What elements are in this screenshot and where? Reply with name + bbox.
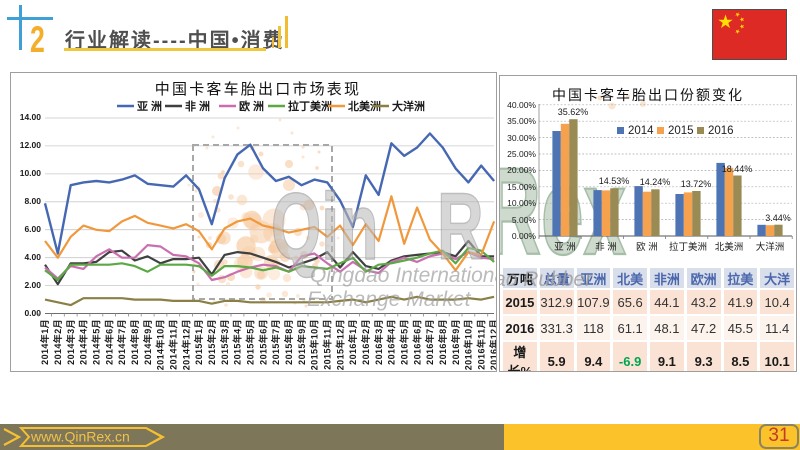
svg-text:2015年3月: 2015年3月 (219, 319, 230, 365)
svg-text:10.00%: 10.00% (507, 198, 536, 208)
svg-text:Qin: Qin (271, 174, 379, 280)
svg-text:15.00%: 15.00% (507, 182, 536, 192)
svg-text:2014年11月: 2014年11月 (168, 319, 179, 370)
svg-text:2.00: 2.00 (24, 280, 41, 290)
svg-text:亚 洲: 亚 洲 (554, 242, 576, 253)
svg-text:2016年12月: 2016年12月 (488, 319, 496, 370)
svg-text:欧 洲: 欧 洲 (239, 99, 264, 113)
svg-text:2015年9月: 2015年9月 (296, 319, 307, 365)
svg-text:2016年4月: 2016年4月 (386, 319, 397, 365)
svg-text:0.00%: 0.00% (512, 231, 537, 241)
svg-text:10.00: 10.00 (20, 168, 42, 178)
svg-text:2016年8月: 2016年8月 (437, 319, 448, 365)
svg-text:Qingdao Internationa: Qingdao Internationa (310, 264, 496, 287)
svg-text:中国卡客车胎出口市场表现: 中国卡客车胎出口市场表现 (155, 81, 361, 98)
svg-text:2014年9月: 2014年9月 (142, 319, 153, 365)
svg-text:14.53%: 14.53% (599, 176, 630, 186)
svg-text:Exchange Market: Exchange Market (307, 288, 472, 311)
svg-text:40.00%: 40.00% (507, 100, 536, 110)
svg-text:2015年1月: 2015年1月 (193, 319, 204, 365)
svg-text:2015年7月: 2015年7月 (270, 319, 281, 365)
svg-text:大洋洲: 大洋洲 (392, 99, 425, 113)
svg-text:www.QinRex.cn: www.QinRex.cn (30, 429, 130, 445)
svg-text:2015年12月: 2015年12月 (334, 319, 345, 370)
svg-text:2016年3月: 2016年3月 (373, 319, 384, 365)
svg-text:亚 洲: 亚 洲 (137, 100, 162, 113)
svg-text:北美洲: 北美洲 (715, 241, 744, 253)
svg-text:12.00: 12.00 (20, 140, 42, 150)
svg-text:非 洲: 非 洲 (595, 241, 617, 253)
svg-text:0.00: 0.00 (24, 308, 41, 318)
svg-text:2016年1月: 2016年1月 (347, 319, 358, 365)
svg-text:北美洲: 北美洲 (348, 99, 381, 113)
svg-text:6.00: 6.00 (24, 224, 41, 234)
svg-text:拉丁美洲: 拉丁美洲 (669, 241, 707, 253)
svg-text:2015年10月: 2015年10月 (309, 319, 320, 370)
svg-text:2016: 2016 (708, 125, 734, 137)
svg-text:2014年3月: 2014年3月 (65, 319, 76, 365)
svg-text:2015年5月: 2015年5月 (245, 319, 256, 365)
svg-text:2014年4月: 2014年4月 (78, 319, 89, 365)
svg-text:2015年8月: 2015年8月 (283, 319, 294, 365)
svg-text:3.44%: 3.44% (765, 213, 791, 223)
svg-text:2014年8月: 2014年8月 (129, 319, 140, 365)
svg-text:2014年1月: 2014年1月 (39, 319, 50, 365)
svg-text:2014年7月: 2014年7月 (116, 319, 127, 365)
svg-text:2016年2月: 2016年2月 (360, 319, 371, 365)
svg-text:2014年10月: 2014年10月 (155, 319, 166, 370)
svg-text:14.00: 14.00 (20, 112, 42, 122)
svg-text:8.00: 8.00 (24, 196, 41, 206)
svg-text:20.00%: 20.00% (507, 165, 536, 175)
svg-text:2015年11月: 2015年11月 (322, 319, 333, 370)
svg-text:2015: 2015 (668, 125, 694, 137)
svg-text:2014年6月: 2014年6月 (103, 319, 114, 365)
svg-text:2014年2月: 2014年2月 (52, 319, 63, 365)
svg-text:4.00: 4.00 (24, 252, 41, 262)
svg-text:2014年12月: 2014年12月 (180, 319, 191, 370)
svg-text:拉丁美洲: 拉丁美洲 (288, 99, 332, 113)
svg-text:2016年10月: 2016年10月 (463, 319, 474, 370)
svg-text:30.00%: 30.00% (507, 133, 536, 143)
svg-text:R: R (437, 174, 484, 280)
svg-text:2015年6月: 2015年6月 (257, 319, 268, 365)
svg-text:35.00%: 35.00% (507, 116, 536, 126)
svg-text:2014: 2014 (628, 125, 654, 137)
svg-text:5.00%: 5.00% (512, 215, 537, 225)
svg-text:欧 洲: 欧 洲 (636, 241, 658, 253)
svg-text:2016年5月: 2016年5月 (398, 319, 409, 365)
svg-text:2016年6月: 2016年6月 (411, 319, 422, 365)
svg-text:18.44%: 18.44% (722, 164, 753, 174)
svg-text:2014年5月: 2014年5月 (91, 319, 102, 365)
svg-text:25.00%: 25.00% (507, 149, 536, 159)
svg-text:非 洲: 非 洲 (185, 99, 210, 113)
svg-text:35.62%: 35.62% (558, 107, 589, 117)
svg-text:2016年11月: 2016年11月 (475, 319, 486, 370)
svg-text:2015年2月: 2015年2月 (206, 319, 217, 365)
svg-text:大洋洲: 大洋洲 (756, 241, 785, 253)
svg-text:14.24%: 14.24% (640, 177, 671, 187)
svg-text:2016年9月: 2016年9月 (450, 319, 461, 365)
svg-text:13.72%: 13.72% (681, 179, 712, 189)
svg-text:中国卡客车胎出口份额变化: 中国卡客车胎出口份额变化 (552, 87, 744, 103)
svg-text:2015年4月: 2015年4月 (232, 319, 243, 365)
svg-text:2016年7月: 2016年7月 (424, 319, 435, 365)
